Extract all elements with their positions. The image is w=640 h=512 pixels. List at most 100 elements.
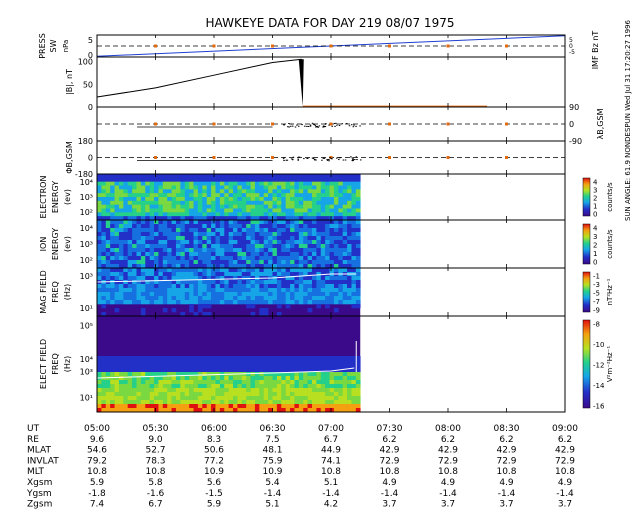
spectrogram-cell bbox=[281, 174, 286, 179]
spectrogram-cell bbox=[241, 376, 247, 381]
spectrogram-cell bbox=[263, 356, 269, 361]
spectrogram-cell bbox=[294, 288, 300, 293]
spectrogram-cell bbox=[338, 185, 343, 190]
spectrogram-cell bbox=[162, 220, 168, 225]
spectrogram-cell bbox=[202, 372, 207, 377]
spectrogram-cell bbox=[132, 181, 137, 186]
spectrogram-cell bbox=[193, 228, 199, 233]
spectrogram-cell bbox=[105, 181, 111, 186]
spectrogram-cell bbox=[167, 224, 172, 229]
spectrogram-cell bbox=[202, 292, 207, 297]
spectrogram-cell bbox=[202, 280, 207, 285]
spectrogram-cell bbox=[333, 256, 339, 261]
spectrogram-cell bbox=[184, 181, 190, 186]
spectrogram-cell bbox=[254, 185, 260, 190]
spectrogram-cell bbox=[224, 185, 229, 190]
spectrogram-cell bbox=[342, 252, 348, 257]
table-cell: 78.3 bbox=[145, 456, 165, 466]
spectrogram-cell bbox=[311, 232, 317, 237]
spectrogram-cell bbox=[246, 240, 251, 245]
spectrogram-cell bbox=[241, 228, 247, 233]
spectrogram-cell bbox=[303, 248, 308, 253]
spectrogram-cell bbox=[281, 177, 286, 182]
spectrogram-cell bbox=[127, 388, 133, 393]
spectrogram-cell bbox=[171, 284, 177, 289]
spectrogram-cell bbox=[105, 244, 111, 249]
spectrogram-cell bbox=[127, 400, 133, 405]
spectrogram-cell bbox=[307, 220, 313, 225]
spectrogram-cell bbox=[197, 392, 203, 397]
spectrogram-cell bbox=[320, 280, 326, 285]
spectrogram-cell bbox=[97, 268, 102, 273]
spectrogram-cell bbox=[105, 288, 111, 293]
spectrogram-cell bbox=[303, 174, 308, 179]
left-label: SW bbox=[49, 39, 58, 52]
spectrogram-cell bbox=[114, 248, 120, 253]
spectrogram-cell bbox=[136, 232, 142, 237]
spectrogram-cell bbox=[145, 296, 150, 301]
spectrogram-cell bbox=[333, 296, 339, 301]
spectrogram-cell bbox=[110, 224, 115, 229]
spectrogram-cell bbox=[132, 174, 137, 179]
scatter-dot bbox=[341, 123, 344, 125]
spectrogram-cell bbox=[114, 228, 120, 233]
spectrogram-cell bbox=[132, 372, 137, 377]
spectrogram-cell bbox=[254, 396, 260, 401]
spectrogram-cell bbox=[276, 364, 282, 369]
spectrogram-cell bbox=[307, 240, 313, 245]
spectrogram-cell bbox=[114, 404, 120, 409]
scatter-dot bbox=[290, 123, 293, 125]
spectrogram-cell bbox=[237, 380, 243, 385]
spectrogram-cell bbox=[241, 256, 247, 261]
spectrogram-cell bbox=[127, 260, 133, 265]
spectrogram-cell bbox=[307, 292, 313, 297]
y-tick-label: 0 bbox=[88, 154, 93, 163]
spectrogram-cell bbox=[167, 368, 172, 373]
spectrogram-cell bbox=[171, 200, 177, 205]
spectrogram-cell bbox=[263, 280, 269, 285]
spectrogram-cell bbox=[189, 177, 194, 182]
spectrogram-cell bbox=[136, 272, 142, 277]
spectrogram-cell bbox=[307, 288, 313, 293]
spectrogram-cell bbox=[184, 364, 190, 369]
spectrogram-cell bbox=[105, 228, 111, 233]
spectrogram-cell bbox=[259, 392, 265, 397]
spectrogram-cell bbox=[202, 224, 207, 229]
spectrogram-cell bbox=[303, 264, 308, 269]
spectrogram-cell bbox=[101, 220, 107, 225]
spectrogram-cell bbox=[311, 248, 317, 253]
spectrogram-cell bbox=[329, 232, 335, 237]
spectrogram-cell bbox=[149, 174, 155, 179]
spectrogram-cell bbox=[215, 232, 221, 237]
spectrogram-cell bbox=[250, 248, 256, 253]
spectrogram-cell bbox=[132, 300, 137, 305]
spectrogram-cell bbox=[101, 372, 107, 377]
spectrogram-cell bbox=[154, 272, 159, 277]
spectrogram-cell bbox=[268, 356, 273, 361]
spectrogram-cell bbox=[184, 396, 190, 401]
spectrogram-cell bbox=[175, 292, 181, 297]
spectrogram-cell bbox=[193, 232, 199, 237]
spectrogram-cell bbox=[254, 181, 260, 186]
spectrogram-cell bbox=[263, 189, 269, 194]
spectrogram-cell bbox=[338, 216, 343, 221]
spectrogram-cell bbox=[167, 364, 172, 369]
spectrogram-cell bbox=[241, 224, 247, 229]
spectrogram-cell bbox=[333, 248, 339, 253]
spectrogram-cell bbox=[114, 224, 120, 229]
spectrogram-cell bbox=[154, 392, 159, 397]
spectrogram-cell bbox=[294, 364, 300, 369]
spectrogram-cell bbox=[219, 256, 225, 261]
spectrogram-cell bbox=[224, 244, 229, 249]
spectrogram-cell bbox=[211, 360, 216, 365]
spectrogram-cell bbox=[180, 248, 186, 253]
spectrogram-cell bbox=[97, 356, 102, 361]
spectrogram-cell bbox=[338, 404, 343, 409]
spectrogram-cell bbox=[197, 224, 203, 229]
spectrogram-cell bbox=[110, 356, 115, 361]
spectrogram-cell bbox=[140, 197, 146, 202]
spectrogram-cell bbox=[268, 376, 273, 381]
spectrogram-cell bbox=[333, 216, 339, 221]
spectrogram-cell bbox=[311, 216, 317, 221]
ut-tick-label: 07:30 bbox=[377, 424, 403, 434]
